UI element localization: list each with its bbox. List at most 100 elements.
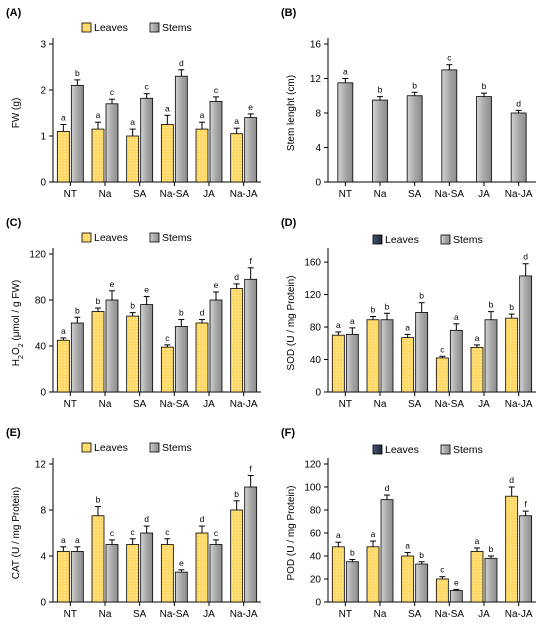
bar-leaves-na [366,546,380,603]
legend-label-leaves: Leaves [94,442,128,454]
significance-letter: a [61,113,66,123]
significance-letter: b [75,305,80,315]
x-tick-label: Na-SA [160,399,190,410]
significance-letter: b [75,68,80,78]
significance-letter: b [419,550,424,560]
x-tick-label: Na-SA [435,399,465,410]
bar-leaves-na-ja [505,317,519,393]
x-tick-label: Na [99,609,112,620]
panel-label: (A) [6,7,22,19]
significance-letter: a [343,67,348,77]
significance-letter: b [350,547,355,557]
significance-letter: a [405,541,410,551]
legend-label-stems: Stems [453,444,483,456]
legend-swatch-leaves [372,234,383,245]
legend-swatch-leaves [81,232,92,243]
legend-swatch-leaves [372,444,383,455]
y-tick-label: 2 [40,86,46,97]
y-tick-label: 120 [304,460,321,471]
bar-leaves-sa [126,544,140,603]
x-tick-label: SA [408,399,422,410]
bar-leaves-nt [56,339,70,393]
x-tick-label: Na-SA [160,609,190,620]
x-tick-label: JA [478,399,490,410]
y-tick-label: 80 [310,506,322,517]
y-tick-label: 8 [40,506,46,517]
x-tick-label: Na [99,399,112,410]
y-tick-label: 80 [35,296,47,307]
bar-leaves-sa [401,555,415,603]
chart-panel-F: (F) POD (U / mg Protein) 0 20 40 60 80 100 120 NT… [275,420,550,630]
bar-stems-na-sa [174,571,188,603]
y-tick-label: 0 [315,178,321,189]
significance-letter: a [475,333,480,343]
significance-letter: e [179,558,184,568]
x-tick-label: Na [374,609,387,620]
y-tick-label: 0 [40,388,46,399]
bar-stems-na-sa [174,326,188,393]
x-tick-label: Na [374,189,387,200]
x-tick-label: Na [374,399,387,410]
panel-label: (C) [6,217,22,229]
y-tick-label: 3 [40,40,46,51]
x-tick-label: Na-SA [435,609,465,620]
bar-leaves-ja [470,550,484,603]
significance-letter: b [378,85,383,95]
y-tick-label: 120 [304,290,321,301]
significance-letter: b [96,495,101,505]
legend-label-leaves: Leaves [94,232,128,244]
significance-letter: d [509,475,514,485]
legend-swatch-stems [149,442,160,453]
bar-leaves-na [91,311,105,393]
bar-stems-na-ja [519,515,533,603]
legend-swatch-stems [149,232,160,243]
x-tick-label: NT [339,399,352,410]
y-tick-label: 80 [310,323,322,334]
bar-leaves-na [91,515,105,603]
significance-letter: b [489,300,494,310]
significance-letter: f [249,464,252,474]
bar-leaves-sa [126,135,140,183]
y-tick-label: 40 [310,355,322,366]
x-tick-label: Na-JA [230,609,258,620]
significance-letter: b [130,301,135,311]
bar-stems-na [380,319,394,393]
bar-stems-nt [345,333,359,393]
y-tick-label: 8 [315,109,321,120]
bar-stems-na-sa [449,329,463,393]
significance-letter: a [336,320,341,330]
y-tick-label: 12 [35,460,47,471]
legend-swatch-stems [440,444,451,455]
significance-letter: b [385,301,390,311]
significance-letter: a [405,322,410,332]
y-tick-label: 60 [310,529,322,540]
bar-stems-nt [70,550,84,603]
bar-leaves-ja [195,322,209,393]
significance-letter: a [200,110,205,120]
bar-stems-na [105,299,119,393]
legend-label-leaves: Leaves [94,22,128,34]
x-tick-label: Na-JA [230,399,258,410]
bar-stems-sa [140,304,154,393]
y-tick-label: 12 [310,74,322,85]
bar-stems-na [380,499,394,603]
x-tick-label: Na-JA [505,189,533,200]
y-tick-label: 40 [310,552,322,563]
significance-letter: c [110,528,115,538]
panel-label: (B) [281,7,297,19]
x-tick-label: NT [64,609,77,620]
significance-letter: c [440,344,445,354]
significance-letter: d [144,514,149,524]
significance-letter: e [110,279,115,289]
bar-leaves-nt [331,334,345,393]
bar-stems-na-ja [244,117,258,183]
x-tick-label: JA [478,189,490,200]
significance-letter: c [145,82,150,92]
bar-leaves-na-sa [160,124,174,183]
y-axis-label: CAT (U / mg Protein) [11,487,22,579]
significance-letter: c [440,565,445,575]
significance-letter: b [482,81,487,91]
significance-letter: e [214,280,219,290]
significance-letter: c [165,527,170,537]
significance-letter: b [419,291,424,301]
